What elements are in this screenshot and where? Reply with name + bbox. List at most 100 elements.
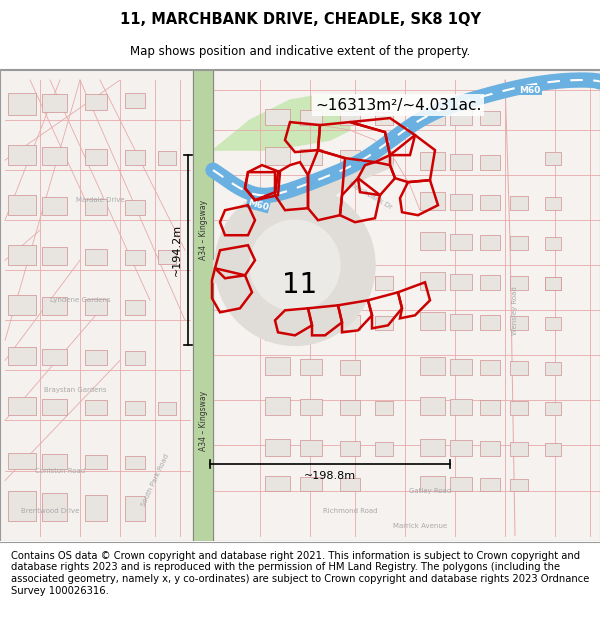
- Bar: [375, 112, 393, 125]
- Text: A34 – Kingsway: A34 – Kingsway: [199, 200, 208, 260]
- Bar: [480, 111, 500, 125]
- Bar: [8, 398, 36, 416]
- Bar: [420, 312, 445, 331]
- Bar: [510, 442, 528, 456]
- Bar: [480, 275, 500, 290]
- Bar: [125, 351, 145, 366]
- Bar: [450, 110, 472, 125]
- Bar: [158, 402, 176, 416]
- Bar: [125, 150, 145, 165]
- Bar: [510, 361, 528, 376]
- Bar: [158, 250, 176, 264]
- Bar: [420, 439, 445, 456]
- Bar: [85, 494, 107, 521]
- Bar: [420, 232, 445, 250]
- Bar: [8, 348, 36, 366]
- Bar: [545, 278, 561, 290]
- Circle shape: [250, 220, 340, 311]
- Bar: [42, 399, 67, 416]
- Bar: [480, 155, 500, 170]
- Bar: [450, 234, 472, 250]
- Bar: [125, 93, 145, 108]
- Text: ~16313m²/~4.031ac.: ~16313m²/~4.031ac.: [315, 98, 481, 112]
- Bar: [510, 276, 528, 290]
- Bar: [42, 454, 67, 469]
- Circle shape: [215, 185, 375, 346]
- Bar: [265, 109, 290, 125]
- Bar: [480, 235, 500, 250]
- Bar: [450, 154, 472, 170]
- Bar: [8, 145, 36, 165]
- Text: Contains OS data © Crown copyright and database right 2021. This information is : Contains OS data © Crown copyright and d…: [11, 551, 589, 596]
- Text: Coniston Road: Coniston Road: [35, 468, 85, 474]
- Bar: [375, 151, 393, 165]
- Bar: [340, 150, 360, 165]
- Bar: [125, 496, 145, 521]
- Bar: [450, 441, 472, 456]
- Text: Map shows position and indicative extent of the property.: Map shows position and indicative extent…: [130, 45, 470, 58]
- Bar: [545, 278, 561, 290]
- Text: Lyndene Gardens: Lyndene Gardens: [50, 298, 110, 303]
- Text: Gatley Road: Gatley Road: [409, 488, 451, 494]
- Bar: [480, 316, 500, 331]
- Bar: [265, 282, 290, 300]
- Bar: [510, 401, 528, 416]
- Bar: [340, 111, 360, 125]
- Bar: [42, 248, 67, 265]
- Bar: [85, 454, 107, 469]
- Bar: [300, 110, 322, 125]
- Bar: [545, 238, 561, 250]
- Bar: [85, 351, 107, 366]
- Bar: [545, 318, 561, 331]
- Bar: [300, 441, 322, 456]
- Text: 11, MARCHBANK DRIVE, CHEADLE, SK8 1QY: 11, MARCHBANK DRIVE, CHEADLE, SK8 1QY: [119, 12, 481, 27]
- Bar: [340, 401, 360, 416]
- Bar: [420, 357, 445, 376]
- Bar: [340, 361, 360, 376]
- Bar: [8, 452, 36, 469]
- Bar: [300, 149, 322, 165]
- Bar: [8, 491, 36, 521]
- Bar: [85, 149, 107, 165]
- Bar: [8, 195, 36, 215]
- Bar: [265, 147, 290, 165]
- Bar: [8, 245, 36, 265]
- Bar: [265, 439, 290, 456]
- Bar: [0, 70, 193, 541]
- Text: Mardale Drive: Mardale Drive: [76, 197, 124, 203]
- Bar: [450, 359, 472, 376]
- Bar: [375, 276, 393, 290]
- Text: M60: M60: [520, 86, 541, 94]
- Bar: [85, 94, 107, 110]
- Bar: [420, 109, 445, 125]
- Bar: [85, 199, 107, 215]
- Bar: [300, 359, 322, 376]
- Bar: [42, 94, 67, 112]
- Bar: [510, 196, 528, 210]
- Bar: [545, 152, 561, 165]
- Bar: [450, 314, 472, 331]
- Bar: [125, 401, 145, 416]
- Bar: [340, 275, 360, 290]
- Bar: [265, 476, 290, 491]
- Bar: [510, 479, 528, 491]
- Bar: [420, 476, 445, 491]
- Bar: [450, 476, 472, 491]
- Bar: [340, 441, 360, 456]
- Bar: [340, 478, 360, 491]
- Bar: [42, 298, 67, 316]
- Bar: [300, 279, 322, 295]
- Bar: [480, 478, 500, 491]
- Bar: [125, 300, 145, 316]
- Bar: [300, 319, 322, 336]
- Bar: [125, 456, 145, 469]
- Text: M60: M60: [247, 198, 269, 212]
- Bar: [545, 362, 561, 376]
- Bar: [8, 295, 36, 316]
- Bar: [375, 316, 393, 331]
- Bar: [545, 197, 561, 210]
- Bar: [125, 250, 145, 265]
- Text: Marchbank Dr: Marchbank Dr: [347, 181, 393, 210]
- Bar: [213, 70, 600, 541]
- Bar: [420, 192, 445, 210]
